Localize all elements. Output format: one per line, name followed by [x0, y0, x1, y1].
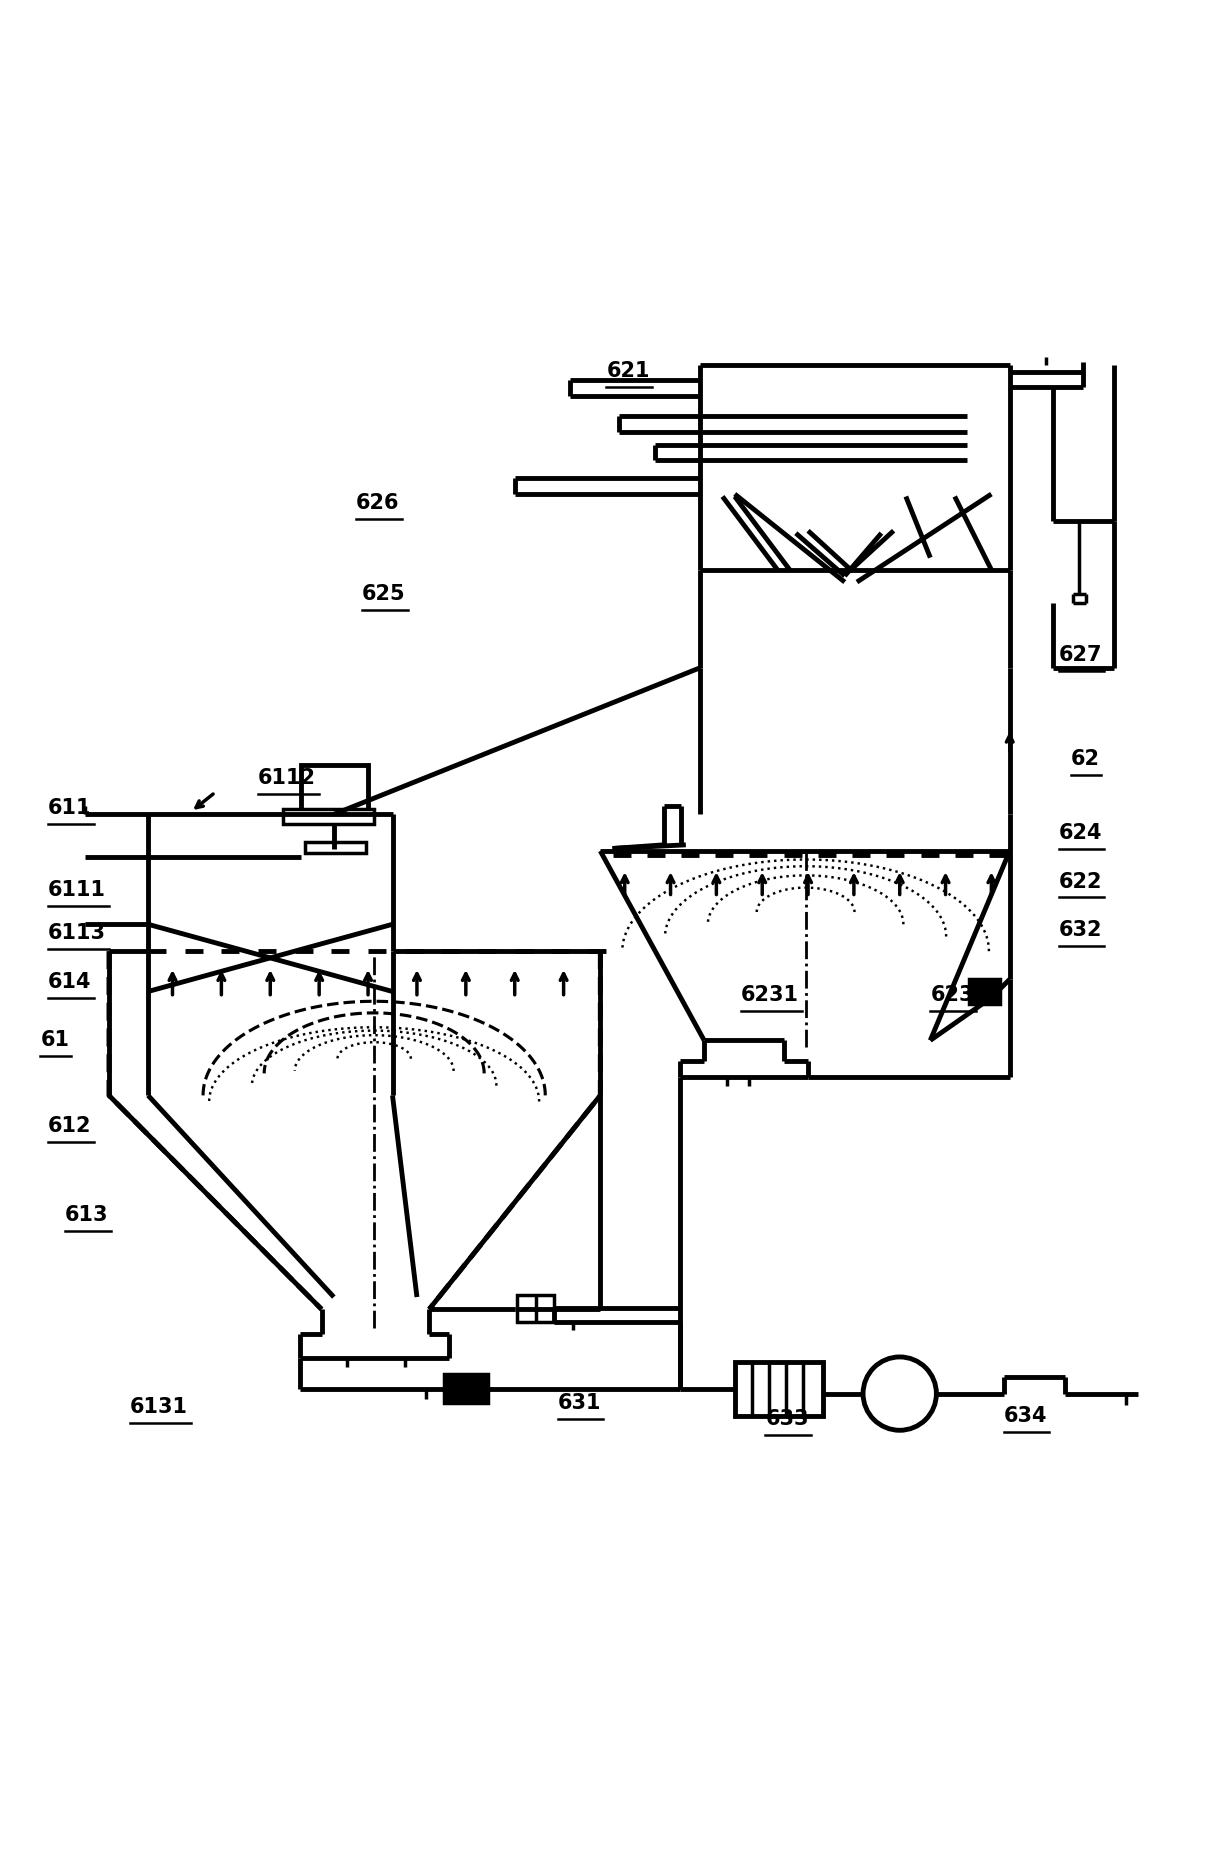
Text: 6112: 6112 — [258, 768, 316, 789]
Text: 632: 632 — [1058, 920, 1103, 940]
Bar — [283, 809, 374, 824]
Text: 6113: 6113 — [48, 923, 105, 942]
Text: 614: 614 — [48, 972, 92, 991]
Bar — [301, 766, 368, 815]
Bar — [517, 1294, 554, 1322]
Text: 631: 631 — [557, 1394, 601, 1414]
Text: 61: 61 — [40, 1030, 70, 1051]
Text: 627: 627 — [1058, 646, 1103, 665]
Text: 624: 624 — [1058, 822, 1103, 843]
Text: 6111: 6111 — [48, 880, 105, 901]
Text: 623: 623 — [930, 985, 974, 1006]
Text: 62: 62 — [1071, 749, 1100, 770]
Text: 613: 613 — [65, 1204, 109, 1225]
Text: 634: 634 — [1003, 1405, 1047, 1425]
Text: 621: 621 — [606, 361, 650, 380]
Text: 626: 626 — [355, 493, 399, 513]
Text: 612: 612 — [48, 1116, 92, 1135]
Text: 625: 625 — [361, 584, 405, 605]
Text: 633: 633 — [766, 1408, 808, 1429]
Text: 611: 611 — [48, 798, 92, 819]
Bar — [969, 980, 1000, 1004]
Text: 6231: 6231 — [741, 985, 799, 1006]
Text: 622: 622 — [1058, 871, 1103, 892]
Text: 6131: 6131 — [130, 1397, 187, 1418]
Bar — [735, 1362, 823, 1416]
Bar — [443, 1375, 488, 1403]
Bar — [305, 843, 365, 854]
